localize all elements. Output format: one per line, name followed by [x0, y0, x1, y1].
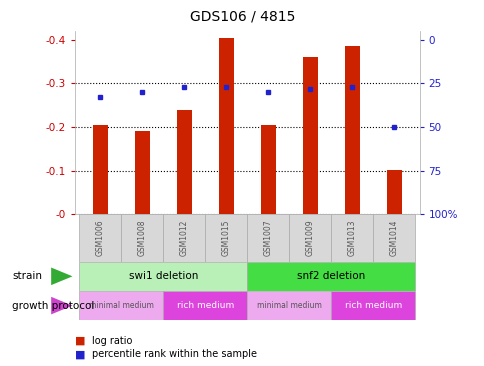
- Bar: [121, 214, 163, 262]
- Bar: [373, 214, 414, 262]
- Bar: [386, 170, 401, 214]
- Bar: [79, 214, 121, 262]
- Bar: [289, 214, 331, 262]
- Bar: [331, 214, 373, 262]
- Text: GDS106 / 4815: GDS106 / 4815: [189, 9, 295, 23]
- Bar: [247, 291, 331, 320]
- Text: GSM1008: GSM1008: [137, 220, 147, 256]
- Text: GSM1006: GSM1006: [96, 220, 105, 256]
- Text: GSM1014: GSM1014: [389, 220, 398, 256]
- Text: percentile rank within the sample: percentile rank within the sample: [92, 349, 257, 359]
- Bar: [205, 214, 247, 262]
- Text: rich medium: rich medium: [344, 301, 401, 310]
- Bar: [163, 291, 247, 320]
- Bar: [331, 291, 414, 320]
- Text: rich medium: rich medium: [176, 301, 233, 310]
- Bar: [93, 125, 107, 214]
- Bar: [219, 38, 233, 214]
- Text: GSM1015: GSM1015: [221, 220, 230, 256]
- Bar: [344, 46, 359, 214]
- Text: minimal medium: minimal medium: [89, 301, 153, 310]
- Bar: [177, 109, 191, 214]
- Bar: [247, 214, 289, 262]
- Text: minimal medium: minimal medium: [257, 301, 321, 310]
- Polygon shape: [51, 297, 73, 314]
- Bar: [302, 57, 317, 214]
- Text: swi1 deletion: swi1 deletion: [128, 271, 197, 281]
- Text: GSM1009: GSM1009: [305, 220, 314, 256]
- Text: GSM1013: GSM1013: [347, 220, 356, 256]
- Text: ■: ■: [75, 349, 86, 359]
- Text: snf2 deletion: snf2 deletion: [297, 271, 365, 281]
- Polygon shape: [51, 268, 73, 285]
- Bar: [135, 131, 150, 214]
- Text: GSM1007: GSM1007: [263, 220, 272, 256]
- Bar: [163, 214, 205, 262]
- Bar: [79, 291, 163, 320]
- Text: log ratio: log ratio: [92, 336, 132, 346]
- Bar: [79, 262, 247, 291]
- Text: ■: ■: [75, 336, 86, 346]
- Bar: [247, 262, 414, 291]
- Text: strain: strain: [12, 271, 42, 281]
- Text: GSM1012: GSM1012: [180, 220, 188, 256]
- Bar: [260, 125, 275, 214]
- Text: growth protocol: growth protocol: [12, 300, 94, 311]
